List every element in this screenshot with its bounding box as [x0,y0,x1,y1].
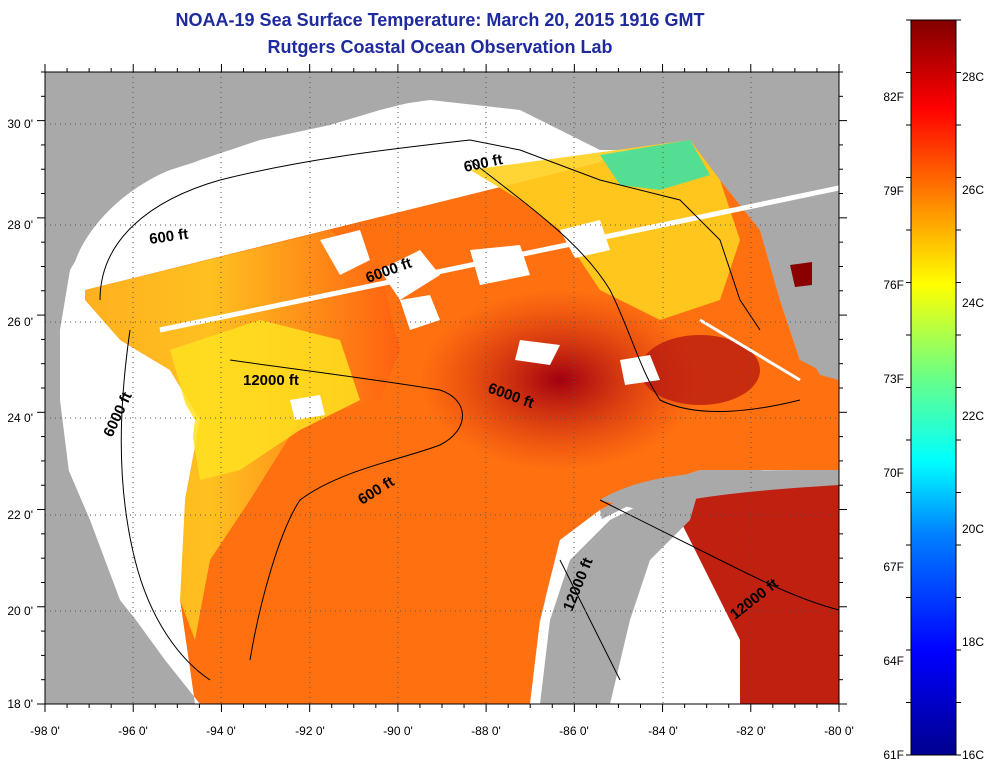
lon-label: -88 0' [471,724,501,738]
swath-gap-2 [699,318,801,382]
lon-label: -82 0' [736,724,766,738]
yucatan-land [540,485,700,704]
contour-label: 600 ft [148,226,189,248]
colorbar-ticks [906,19,961,756]
graticule [45,72,839,704]
f-label: 79F [883,184,904,198]
sst-eddy [640,335,760,405]
lat-label: 22 0' [7,508,33,522]
c-label: 28C [962,70,984,84]
lon-label: -84 0' [648,724,678,738]
swath-gap [159,185,839,333]
colorbar-fahrenheit-labels: 82F 79F 76F 73F 70F 67F 64F 61F [883,90,904,762]
f-label: 61F [883,748,904,762]
lon-label: -94 0' [206,724,236,738]
contour-label: 12000 ft [243,372,299,389]
c-label: 26C [962,183,984,197]
c-label: 20C [962,522,984,536]
c-label: 16C [962,748,984,762]
shelf-nodata [70,108,470,704]
f-label: 67F [883,560,904,574]
colorbar-celsius-labels: 28C 26C 24C 22C 20C 18C 16C [962,70,984,762]
latitude-labels: 30 0' 28 0' 26 0' 24 0' 22 0' 20 0' 18 0… [7,117,33,711]
lon-label: -86 0' [559,724,589,738]
mexico-us-land [45,72,420,704]
f-label: 64F [883,654,904,668]
c-label: 24C [962,296,984,310]
f-label: 76F [883,278,904,292]
c-label: 22C [962,409,984,423]
lake-okeechobee [790,262,812,287]
c-label: 18C [962,635,984,649]
lon-label: -90 0' [383,724,413,738]
sst-caribbean [670,480,839,704]
sst-cool-patch [170,320,360,480]
lon-label: -98 0' [30,724,60,738]
map-subtitle: Rutgers Coastal Ocean Observation Lab [267,37,613,57]
lat-label: 20 0' [7,604,33,618]
lon-label: -96 0' [118,724,148,738]
f-label: 70F [883,466,904,480]
lat-label: 28 0' [7,218,33,232]
cuba-land [600,470,839,510]
sst-ne-green [600,140,710,190]
florida-land [760,72,839,380]
map-title: NOAA-19 Sea Surface Temperature: March 2… [175,10,705,30]
colorbar [910,19,957,756]
lat-label: 18 0' [7,697,33,711]
f-label: 82F [883,90,904,104]
f-label: 73F [883,372,904,386]
axis-ticks [37,64,847,712]
lat-label: 26 0' [7,315,33,329]
longitude-labels: -98 0' -96 0' -94 0' -92 0' -90 0' -88 0… [30,724,854,738]
lat-label: 30 0' [7,117,33,131]
lat-label: 24 0' [7,411,33,425]
lon-label: -92 0' [295,724,325,738]
lon-label: -80 0' [824,724,854,738]
